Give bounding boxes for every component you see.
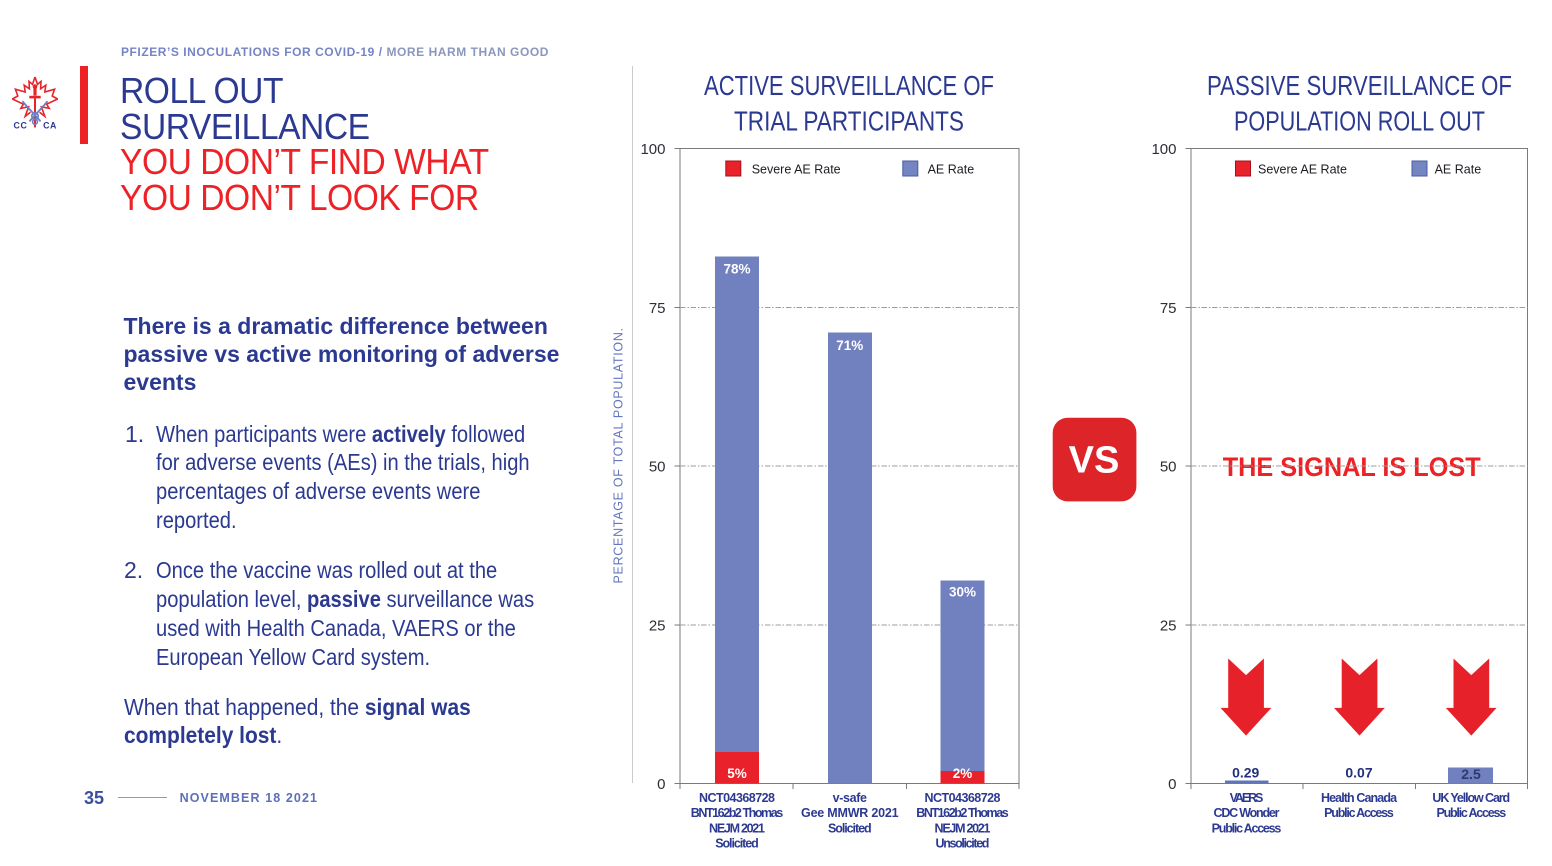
svg-text:50: 50 xyxy=(649,459,666,476)
svg-text:Severe AE Rate: Severe AE Rate xyxy=(752,162,841,176)
svg-text:THE SIGNAL IS LOST: THE SIGNAL IS LOST xyxy=(1223,452,1481,482)
svg-text:AE Rate: AE Rate xyxy=(1435,162,1482,176)
svg-text:71%: 71% xyxy=(836,338,863,353)
svg-text:PASSIVE SURVEILLANCE OF: PASSIVE SURVEILLANCE OF xyxy=(1207,70,1512,101)
svg-text:NEJM 2021: NEJM 2021 xyxy=(935,821,991,835)
svg-text:POPULATION ROLL OUT: POPULATION ROLL OUT xyxy=(1234,105,1485,136)
svg-text:UK Yellow Card: UK Yellow Card xyxy=(1432,791,1510,805)
svg-text:30%: 30% xyxy=(949,584,976,599)
svg-text:NCT04368728: NCT04368728 xyxy=(925,791,1001,805)
svg-text:Gee MMWR 2021: Gee MMWR 2021 xyxy=(801,806,899,820)
svg-text:2.5: 2.5 xyxy=(1461,766,1481,782)
svg-text:0.07: 0.07 xyxy=(1345,765,1372,781)
svg-text:AE Rate: AE Rate xyxy=(928,162,975,176)
svg-text:Health Canada: Health Canada xyxy=(1321,791,1398,805)
svg-text:Solicited: Solicited xyxy=(715,837,759,851)
svg-text:78%: 78% xyxy=(723,262,750,277)
svg-text:5%: 5% xyxy=(727,766,747,781)
svg-text:25: 25 xyxy=(1160,617,1177,634)
svg-text:2%: 2% xyxy=(953,766,973,781)
svg-text:VAERS: VAERS xyxy=(1230,791,1264,805)
svg-text:BNT162b2 Thomas: BNT162b2 Thomas xyxy=(691,806,783,820)
svg-text:Solicited: Solicited xyxy=(828,821,872,835)
svg-text:25: 25 xyxy=(649,617,666,634)
svg-text:100: 100 xyxy=(1151,141,1176,158)
svg-text:NCT04368728: NCT04368728 xyxy=(699,791,775,805)
svg-text:Public Access: Public Access xyxy=(1324,806,1394,820)
svg-text:VS: VS xyxy=(1069,440,1120,482)
svg-text:Unsolicited: Unsolicited xyxy=(936,837,990,851)
svg-text:BNT162b2 Thomas: BNT162b2 Thomas xyxy=(916,806,1008,820)
svg-text:PERCENTAGE OF TOTAL POPULATION: PERCENTAGE OF TOTAL POPULATION. xyxy=(612,327,626,583)
svg-text:75: 75 xyxy=(1160,300,1177,317)
svg-text:75: 75 xyxy=(649,300,666,317)
svg-text:0.29: 0.29 xyxy=(1232,765,1259,781)
svg-text:NEJM 2021: NEJM 2021 xyxy=(709,821,765,835)
svg-text:CC: CC xyxy=(14,121,28,131)
svg-text:ACTIVE SURVEILLANCE OF: ACTIVE SURVEILLANCE OF xyxy=(704,70,994,101)
svg-text:0: 0 xyxy=(1168,776,1176,793)
svg-text:v-safe: v-safe xyxy=(833,791,867,805)
svg-text:TRIAL PARTICIPANTS: TRIAL PARTICIPANTS xyxy=(734,105,964,136)
svg-text:50: 50 xyxy=(1160,459,1177,476)
svg-text:Public Access: Public Access xyxy=(1212,821,1282,835)
svg-text:100: 100 xyxy=(640,141,665,158)
svg-text:CA: CA xyxy=(43,121,57,131)
svg-text:CDC Wonder: CDC Wonder xyxy=(1214,806,1280,820)
svg-text:Severe AE Rate: Severe AE Rate xyxy=(1258,162,1347,176)
svg-text:Public Access: Public Access xyxy=(1436,806,1506,820)
svg-text:0: 0 xyxy=(657,776,665,793)
